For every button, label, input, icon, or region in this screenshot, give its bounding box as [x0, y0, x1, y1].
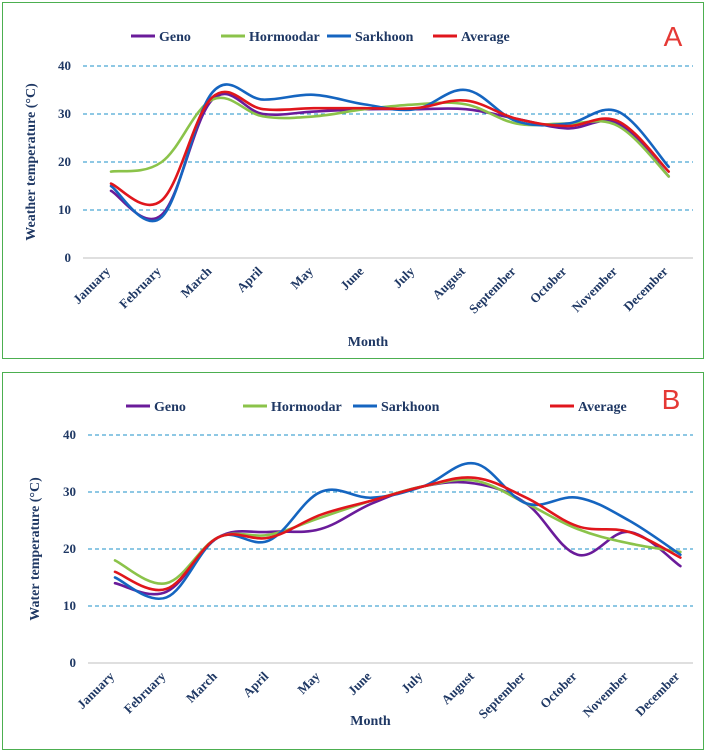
chart-a-y-tick-10: 10 [58, 202, 71, 217]
chart-b-x-tick-march: March [183, 668, 221, 706]
chart-b-legend-label-geno: Geno [154, 400, 186, 415]
chart-b-x-tick-november: November [580, 668, 632, 720]
chart-a-series-average-line [109, 90, 670, 207]
chart-b-series-hormoodar-line [113, 478, 682, 585]
chart-b-x-tick-december: December [632, 668, 683, 719]
chart-a-x-tick-march: March [178, 263, 216, 301]
chart-b-panel-letter: B [662, 384, 681, 415]
chart-a-x-tick-january: January [70, 263, 114, 307]
chart-b-legend-label-hormoodar: Hormoodar [271, 400, 342, 415]
chart-a-y-tick-20: 20 [58, 154, 71, 169]
chart-a-x-tick-april: April [234, 263, 266, 295]
chart-b-x-tick-september: September [475, 668, 528, 721]
chart-a-y-tick-40: 40 [58, 58, 71, 73]
chart-a-legend-label-sarkhoon: Sarkhoon [355, 30, 414, 45]
chart-a-y-tick-0: 0 [65, 250, 72, 265]
chart-b-series-geno-line [113, 480, 682, 596]
chart-a-legend-label-geno: Geno [159, 30, 191, 45]
weather-temperature-chart: 0 10 20 30 40 January February March April May Jun… [24, 21, 693, 350]
chart-panel-a: 0 10 20 30 40 January February March April May Jun… [2, 2, 704, 359]
chart-b-x-tick-february: February [121, 668, 169, 716]
chart-b-y-tick-0: 0 [70, 655, 77, 670]
chart-a-x-tick-june: June [337, 263, 367, 293]
chart-b-x-tick-october: October [537, 668, 580, 711]
chart-a-x-tick-may: May [287, 263, 316, 292]
chart-b-series-sarkhoon-line [113, 462, 682, 601]
chart-a-y-tick-30: 30 [58, 106, 71, 121]
chart-a-x-tick-september: September [466, 263, 519, 316]
chart-a-x-axis-title: Month [348, 335, 389, 350]
chart-b-series-average-line [113, 476, 682, 592]
chart-b-x-tick-july: July [398, 668, 426, 696]
chart-b-y-tick-40: 40 [63, 427, 76, 442]
chart-b-legend-label-sarkhoon: Sarkhoon [381, 400, 440, 415]
chart-b-x-axis-title: Month [350, 714, 391, 729]
chart-b-legend-label-average: Average [578, 400, 627, 415]
chart-b-y-tick-20: 20 [63, 541, 76, 556]
chart-b-x-tick-may: May [294, 668, 323, 697]
chart-a-legend-label-hormoodar: Hormoodar [249, 30, 320, 45]
chart-a-x-tick-november: November [569, 263, 621, 315]
chart-a-y-axis-title: Weather temperature (°C) [24, 83, 39, 241]
chart-a-x-tick-december: December [620, 263, 671, 314]
chart-b-x-tick-june: June [345, 668, 375, 698]
chart-a-series-sarkhoon-line [109, 83, 670, 223]
chart-panel-b: 0 10 20 30 40 January February March April May Jun… [2, 372, 704, 750]
chart-a-panel-letter: A [664, 21, 683, 52]
chart-b-x-tick-april: April [240, 668, 272, 700]
chart-a-legend-label-average: Average [461, 30, 510, 45]
chart-b-y-tick-30: 30 [63, 484, 76, 499]
chart-a-series-geno-line [109, 92, 670, 221]
chart-b-y-tick-10: 10 [63, 598, 76, 613]
chart-b-x-tick-august: August [438, 668, 477, 707]
chart-b-x-tick-january: January [74, 668, 118, 712]
chart-b-y-axis-title: Water temperature (°C) [28, 477, 43, 621]
chart-a-x-tick-august: August [429, 263, 468, 302]
chart-a-x-tick-july: July [390, 263, 418, 291]
water-temperature-chart: 0 10 20 30 40 January February March April May Jun… [28, 384, 693, 729]
chart-a-x-tick-february: February [116, 263, 164, 311]
chart-a-x-tick-october: October [527, 263, 570, 306]
